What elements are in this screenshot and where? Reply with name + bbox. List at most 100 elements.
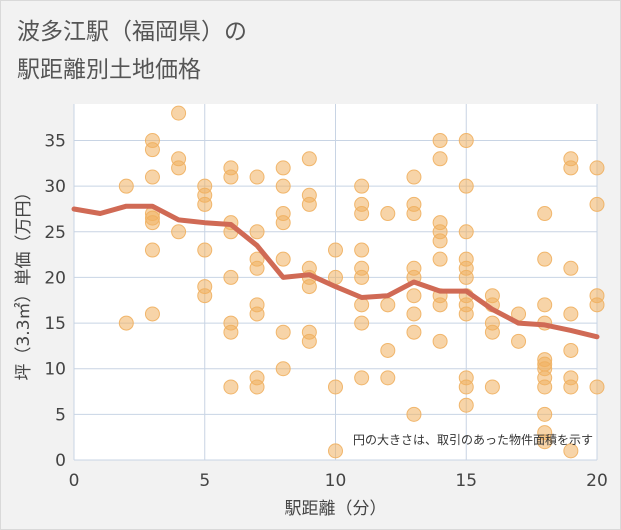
bubble-point (406, 406, 422, 422)
bubble-point (301, 151, 317, 167)
y-tick-label: 20 (44, 268, 66, 288)
bubble-point (144, 242, 160, 258)
bubble-point (406, 288, 422, 304)
bubble-point (171, 105, 187, 121)
bubble-point (249, 260, 265, 276)
bubble-point (537, 297, 553, 313)
bubble-point (354, 178, 370, 194)
bubble-point (249, 169, 265, 185)
bubble-point (563, 342, 579, 358)
y-tick-label: 0 (55, 451, 66, 471)
bubble-point (432, 297, 448, 313)
x-tick-label: 10 (325, 471, 347, 491)
bubble-point (458, 224, 474, 240)
bubble-point (432, 333, 448, 349)
bubble-point (328, 443, 343, 459)
bubble-point (563, 379, 579, 395)
bubble-point (354, 315, 370, 331)
chart-title-line-2: 駅距離別土地価格 (17, 57, 201, 83)
bubble-point (563, 306, 579, 322)
bubble-point (118, 315, 134, 331)
bubble-point (275, 361, 291, 377)
bubble-point (432, 151, 448, 167)
bubble-point (144, 142, 160, 158)
bubble-point (249, 379, 265, 395)
bubble-point (354, 242, 370, 258)
grid-lines (73, 104, 598, 461)
bubble-point (223, 379, 239, 395)
bubble-point (406, 324, 422, 340)
bubble-point (249, 306, 265, 322)
bubble-point (223, 324, 239, 340)
bubble-point (275, 215, 291, 231)
bubble-point (380, 297, 396, 313)
bubble-point (563, 443, 579, 459)
y-tick-label: 25 (44, 223, 66, 243)
bubble-point (144, 306, 160, 322)
bubble-point (301, 279, 317, 295)
tick-labels: 0 5 10 15 20 0 5 10 15 20 25 30 35 (44, 132, 607, 491)
bubble-point (589, 160, 605, 176)
y-tick-label: 35 (44, 132, 66, 152)
bubble-point (406, 206, 422, 222)
bubble-point (458, 397, 474, 413)
bubble-point (171, 160, 187, 176)
bubble-point (328, 379, 343, 395)
bubble-point (511, 333, 527, 349)
bubble-point (197, 242, 213, 258)
x-tick-label: 20 (586, 471, 608, 491)
bubble-point (458, 379, 474, 395)
bubble-point (458, 178, 474, 194)
bubble-point (380, 370, 396, 386)
bubble-point (197, 196, 213, 212)
bubble-point (589, 297, 605, 313)
bubble-point (458, 269, 474, 285)
bubble-point (354, 206, 370, 222)
bubble-point (171, 224, 187, 240)
bubble-point (354, 370, 370, 386)
x-tick-label: 0 (69, 471, 80, 491)
y-axis-label: 坪（3.3㎡）単価（万円） (14, 183, 34, 380)
bubble-point (118, 178, 134, 194)
bubble-point (432, 251, 448, 267)
trend-line (71, 203, 600, 340)
bubble-point (537, 434, 553, 450)
bubble-series (118, 105, 605, 459)
bubble-point (275, 324, 291, 340)
y-tick-label: 15 (44, 314, 66, 334)
y-tick-label: 5 (55, 405, 66, 425)
bubble-point (301, 333, 317, 349)
x-tick-label: 15 (455, 471, 477, 491)
bubble-point (589, 379, 605, 395)
bubble-point (458, 306, 474, 322)
bubble-point (432, 133, 448, 149)
y-tick-label: 30 (44, 177, 66, 197)
bubble-point (563, 160, 579, 176)
bubble-point (484, 324, 500, 340)
bubble-point (144, 215, 160, 231)
bubble-point (197, 288, 213, 304)
x-axis-label: 駅距離（分） (285, 499, 387, 519)
bubble-point (275, 178, 291, 194)
bubble-point (563, 260, 579, 276)
bubble-point (432, 233, 448, 249)
bubble-point (249, 224, 265, 240)
size-legend-note: 円の大きさは、取引のあった物件面積を示す (353, 432, 593, 447)
bubble-point (223, 169, 239, 185)
bubble-point (380, 342, 396, 358)
bubble-point (458, 133, 474, 149)
bubble-point (537, 379, 553, 395)
bubble-point (589, 196, 605, 212)
bubble-point (406, 306, 422, 322)
bubble-point (223, 269, 239, 285)
bubble-point (301, 196, 317, 212)
bubble-point (537, 406, 553, 422)
bubble-point (354, 269, 370, 285)
chart-title-line-1: 波多江駅（福岡県）の (17, 19, 247, 45)
bubble-point (328, 242, 343, 258)
bubble-point (537, 251, 553, 267)
bubble-point (275, 160, 291, 176)
bubble-point (275, 251, 291, 267)
bubble-point (484, 379, 500, 395)
bubble-point (144, 169, 160, 185)
